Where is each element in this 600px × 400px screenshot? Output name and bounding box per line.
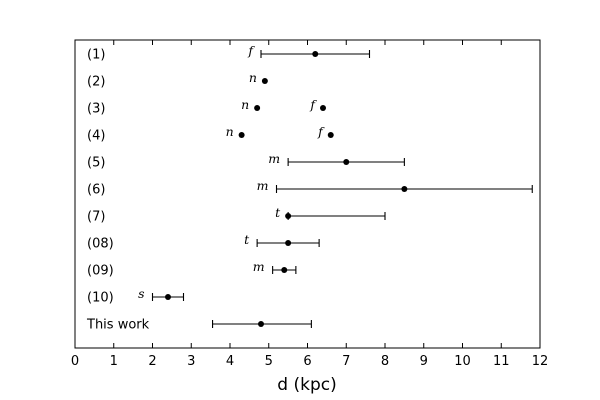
data-point-7-0 [285,240,292,246]
data-point-5-0 [401,186,408,192]
data-point-3-0 [238,132,245,138]
row-5: (6) m [87,178,533,198]
data-point-6-0 [285,213,292,219]
row-label-6: (7) [87,210,105,225]
method-tag-2-0: n [241,97,249,112]
x-tick-label-11: 11 [493,354,510,369]
data-point-4-0 [343,159,350,165]
row-label-1: (2) [87,75,105,90]
row-10: This work [86,318,312,333]
x-tick-label-2: 2 [148,354,156,369]
method-tag-0-0: f [247,43,255,58]
row-label-5: (6) [87,183,105,198]
row-8: (09) m [87,259,297,279]
x-tick-label-4: 4 [226,354,234,369]
x-tick-label-10: 10 [454,354,471,369]
row-7: (08) t [87,232,320,252]
data-point-8-0 [281,267,288,273]
method-tag-3-1: f [317,124,325,139]
x-axis: 0 1 2 3 4 5 6 7 8 9 10 11 12 [71,40,548,369]
row-3: (4) n f [87,124,334,144]
row-label-3: (4) [87,129,105,144]
x-axis-label: d (kpc) [277,375,336,395]
row-2: (3) n f [87,97,326,117]
data-rows: (1) f(2) n(3) n f(4) n f(5) m(6) m(7) t(08) t(09) m… [86,43,533,333]
plot-frame [74,39,541,349]
method-tag-2-1: f [309,97,317,112]
x-tick-label-0: 0 [71,354,79,369]
row-9: (10) s [87,286,185,306]
row-0: (1) f [87,43,371,63]
x-tick-label-1: 1 [110,354,118,369]
row-label-9: (10) [87,291,114,306]
data-point-10-0 [258,321,264,327]
x-tick-label-12: 12 [532,354,549,369]
method-tag-7-0: t [244,232,250,247]
method-tag-3-0: n [226,124,234,139]
x-tick-label-9: 9 [420,354,428,369]
row-4: (5) m [87,151,405,171]
method-tag-4-0: m [268,151,280,166]
row-label-8: (09) [87,264,114,279]
data-point-0-0 [312,51,319,57]
data-point-1-0 [261,78,268,84]
x-tick-label-7: 7 [342,354,350,369]
data-point-2-0 [254,105,261,111]
row-label-4: (5) [87,156,105,171]
x-tick-label-8: 8 [381,354,389,369]
row-label-10: This work [86,318,150,333]
data-point-3-1 [327,132,334,138]
row-6: (7) t [87,205,386,225]
x-tick-label-5: 5 [265,354,273,369]
method-tag-1-0: n [249,70,257,85]
row-label-0: (1) [87,48,105,63]
row-label-2: (3) [87,102,105,117]
x-tick-label-3: 3 [187,354,195,369]
row-label-7: (08) [87,237,114,252]
row-1: (2) n [87,70,268,90]
method-tag-5-0: m [257,178,269,193]
method-tag-9-0: s [138,286,144,301]
data-point-9-0 [165,294,171,300]
method-tag-8-0: m [253,259,265,274]
method-tag-6-0: t [275,205,281,220]
x-tick-label-6: 6 [303,354,311,369]
data-point-2-1 [320,105,326,111]
